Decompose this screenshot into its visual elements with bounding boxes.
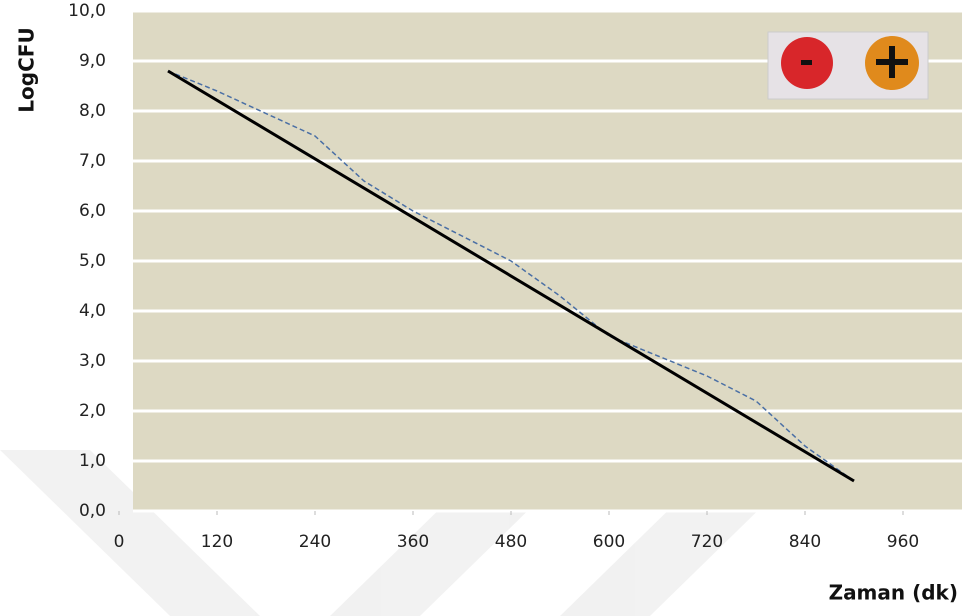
y-tick-label: 0,0 [79,501,106,521]
y-axis-title: LogCFU [15,27,39,112]
chart: LogCFU Zaman (dk) 0,0 1,0 2,0 3,0 4,0 5,0 6,0 7… [0,0,967,616]
plus-v [889,46,895,78]
y-tick-label: 4,0 [79,301,106,321]
y-tick-label: 5,0 [79,251,106,271]
x-tick-label: 0 [114,532,125,552]
y-tick-label: 7,0 [79,151,106,171]
x-axis-title: Zaman (dk) [829,581,958,605]
y-tick-label: 3,0 [79,351,106,371]
x-tick-label: 360 [397,532,429,552]
x-tick-label: 240 [299,532,331,552]
x-tick-label: 480 [495,532,527,552]
x-tick-label: 720 [691,532,723,552]
y-tick-label: 2,0 [79,401,106,421]
x-tick-label: 600 [593,532,625,552]
y-tick-label: 8,0 [79,101,106,121]
minus-sign [801,60,812,65]
x-tick-label: 960 [887,532,919,552]
x-tick-label: 840 [789,532,821,552]
y-tick-label: 9,0 [79,51,106,71]
y-tick-label: 1,0 [79,451,106,471]
y-tick-label: 10,0 [68,1,106,21]
x-tick-label: 120 [201,532,233,552]
inset-photo [768,32,928,99]
y-tick-label: 6,0 [79,201,106,221]
